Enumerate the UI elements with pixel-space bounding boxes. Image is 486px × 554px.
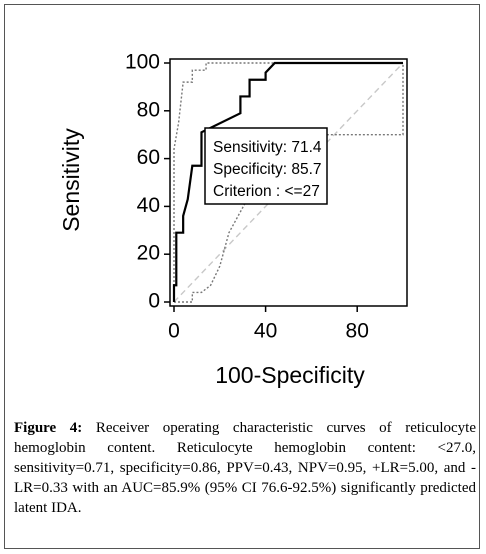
y-tick-label: 100 bbox=[125, 51, 160, 74]
caption-text: Receiver operating characteristic curves… bbox=[14, 420, 477, 516]
x-tick-label: 80 bbox=[346, 320, 369, 343]
annotation-text: Specificity: 85.7 bbox=[213, 161, 322, 178]
x-tick-label: 0 bbox=[168, 320, 180, 343]
roc-line bbox=[172, 61, 403, 302]
chart: Sensitivity 100-Specificity 0 20 40 60 80 100… bbox=[58, 51, 408, 388]
caption: Figure 4: Receiver operating characteris… bbox=[14, 418, 476, 518]
y-tick-label: 0 bbox=[148, 290, 160, 313]
figure-border bbox=[4, 4, 480, 549]
annotation-text: Sensitivity: 71.4 bbox=[213, 139, 322, 156]
y-tick-label: 80 bbox=[137, 98, 160, 121]
roc-line bbox=[173, 62, 403, 302]
y-tick-label: 20 bbox=[137, 242, 160, 265]
x-axis-label: 100-Specificity bbox=[215, 362, 365, 388]
plot-frame bbox=[169, 58, 408, 307]
caption-label: Figure 4: bbox=[14, 420, 83, 436]
x-tick-label: 40 bbox=[254, 320, 277, 343]
annotation-box bbox=[204, 127, 328, 205]
annotation-text: Criterion : <=27 bbox=[213, 183, 320, 200]
y-tick-label: 40 bbox=[137, 194, 160, 217]
y-axis-label: Sensitivity bbox=[58, 128, 84, 232]
y-tick-label: 60 bbox=[137, 146, 160, 169]
